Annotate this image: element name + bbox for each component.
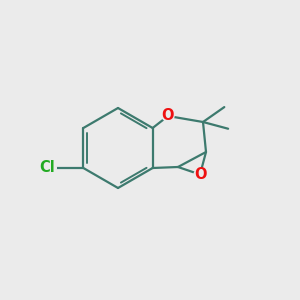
Text: Cl: Cl [40, 160, 55, 175]
Text: O: O [194, 167, 206, 182]
Ellipse shape [38, 163, 56, 173]
Ellipse shape [194, 169, 206, 179]
Ellipse shape [162, 111, 174, 121]
Text: O: O [162, 109, 174, 124]
